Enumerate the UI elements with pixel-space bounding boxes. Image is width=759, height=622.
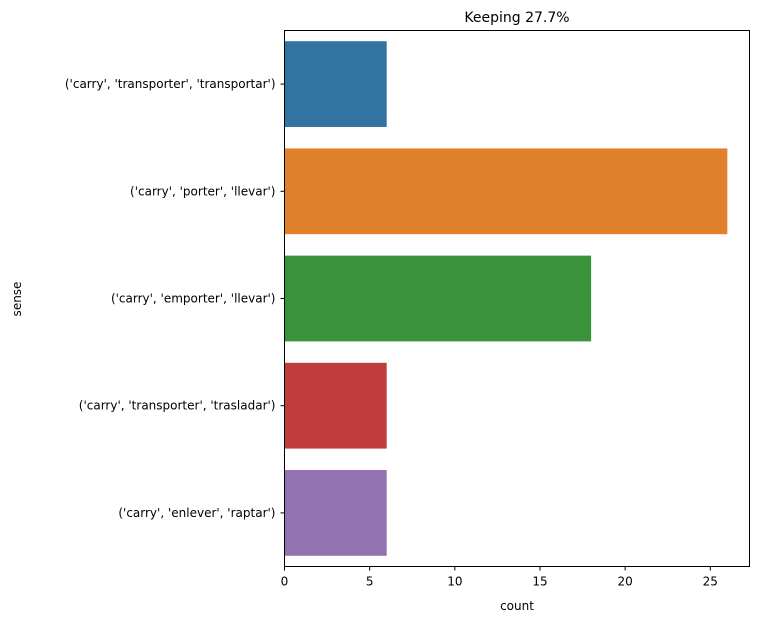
y-tick-labels: ('carry', 'transporter', 'transportar') (…: [65, 77, 285, 520]
y-tick-label-1: ('carry', 'porter', 'llevar'): [130, 184, 275, 198]
y-tick-label-2: ('carry', 'emporter', 'llevar'): [111, 292, 276, 306]
y-tick-label-0: ('carry', 'transporter', 'transportar'): [65, 77, 276, 91]
x-tick-label-1: 5: [366, 575, 374, 589]
chart-title: Keeping 27.7%: [464, 10, 569, 26]
x-tick-label-0: 0: [281, 575, 289, 589]
x-ticks: 0 5 10 15 20 25: [281, 566, 718, 589]
bars-group: [284, 41, 728, 556]
bar-0: [284, 41, 387, 127]
bar-2: [284, 255, 592, 342]
y-tick-label-4: ('carry', 'enlever', 'raptar'): [118, 506, 275, 520]
bar-1: [284, 148, 728, 235]
x-tick-label-4: 20: [618, 575, 633, 589]
plot-frame: [284, 30, 750, 567]
x-axis-label: count: [500, 599, 534, 613]
x-tick-label-2: 10: [447, 575, 462, 589]
x-tick-label-5: 25: [703, 575, 718, 589]
y-tick-label-3: ('carry', 'transporter', 'trasladar'): [79, 399, 276, 413]
x-tick-label-3: 15: [532, 575, 547, 589]
bar-3: [284, 362, 387, 449]
bar-4: [284, 470, 387, 556]
y-axis-label: sense: [10, 282, 24, 317]
